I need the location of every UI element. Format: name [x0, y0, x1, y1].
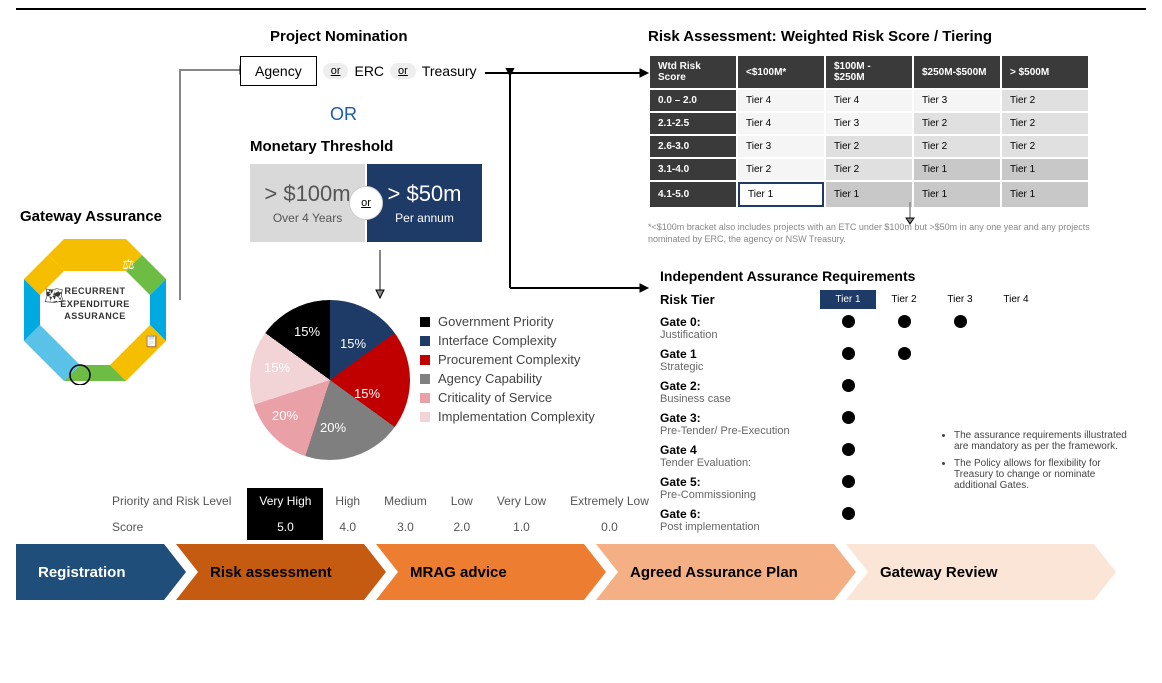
- risk-tier-table: Wtd Risk Score<$100M*$100M - $250M$250M-…: [648, 54, 1090, 209]
- pie-slice-label: 20%: [320, 420, 346, 435]
- legend-item: Interface Complexity: [420, 333, 595, 348]
- legend-item: Implementation Complexity: [420, 409, 595, 424]
- process-flow: Registration Risk assessment MRAG advice…: [16, 544, 1106, 600]
- flow-agreed-plan: Agreed Assurance Plan: [596, 544, 856, 600]
- monetary-50m-box: > $50m Per annum: [367, 164, 482, 242]
- flow-risk-assessment: Risk assessment: [176, 544, 386, 600]
- pie-slice-label: 15%: [264, 360, 290, 375]
- legend-item: Agency Capability: [420, 371, 595, 386]
- risk-factor-pie: 15% 15% 20% 20% 15% 15%: [250, 300, 410, 460]
- pie-slice-label: 20%: [272, 408, 298, 423]
- risk-assessment-title: Risk Assessment: Weighted Risk Score / T…: [648, 28, 992, 45]
- flow-registration: Registration: [16, 544, 186, 600]
- nomination-row: Agency or ERC or Treasury: [240, 56, 477, 86]
- iar-notes: The assurance requirements illustrated a…: [940, 430, 1130, 497]
- agency-box: Agency: [240, 56, 317, 86]
- treasury-label: Treasury: [422, 63, 477, 79]
- gateway-assurance-title: Gateway Assurance: [20, 208, 162, 225]
- diagram-container: Gateway Assurance 🗺 ⚖ 📋 RECURRENT EXPEND…: [0, 10, 1162, 610]
- big-or: OR: [330, 104, 357, 125]
- monetary-threshold-title: Monetary Threshold: [250, 138, 393, 155]
- octagon-center-text: RECURRENT EXPENDITURE ASSURANCE: [58, 285, 132, 323]
- priority-score-table: Priority and Risk Level Very High High M…: [100, 488, 661, 540]
- gate-row: Gate 0:Justification: [660, 315, 1140, 341]
- or-pill-2: or: [390, 63, 416, 79]
- monetary-row: > $100m Over 4 Years or > $50m Per annum: [250, 164, 482, 242]
- flow-gateway-review: Gateway Review: [846, 544, 1116, 600]
- risk-footnote: *<$100m bracket also includes projects w…: [648, 222, 1108, 245]
- gate-row: Gate 6:Post implementation: [660, 507, 1140, 533]
- pie-legend: Government Priority Interface Complexity P…: [420, 310, 595, 428]
- gate-row: Gate 1Strategic: [660, 347, 1140, 373]
- legend-item: Procurement Complexity: [420, 352, 595, 367]
- project-nomination-title: Project Nomination: [270, 28, 408, 45]
- monetary-100m-box: > $100m Over 4 Years: [250, 164, 365, 242]
- svg-text:⚖: ⚖: [122, 256, 135, 272]
- svg-text:📋: 📋: [144, 334, 159, 348]
- pie-slice-label: 15%: [354, 386, 380, 401]
- assurance-octagon: 🗺 ⚖ 📋 RECURRENT EXPENDITURE ASSURANCE: [20, 235, 170, 385]
- pie-slice-label: 15%: [294, 324, 320, 339]
- erc-label: ERC: [354, 63, 384, 79]
- gate-row: Gate 2:Business case: [660, 379, 1140, 405]
- iar-title: Independent Assurance Requirements: [660, 268, 915, 284]
- monetary-or: or: [349, 186, 383, 220]
- legend-item: Criticality of Service: [420, 390, 595, 405]
- legend-item: Government Priority: [420, 314, 595, 329]
- pie-slice-label: 15%: [340, 336, 366, 351]
- flow-mrag-advice: MRAG advice: [376, 544, 606, 600]
- or-pill-1: or: [323, 63, 349, 79]
